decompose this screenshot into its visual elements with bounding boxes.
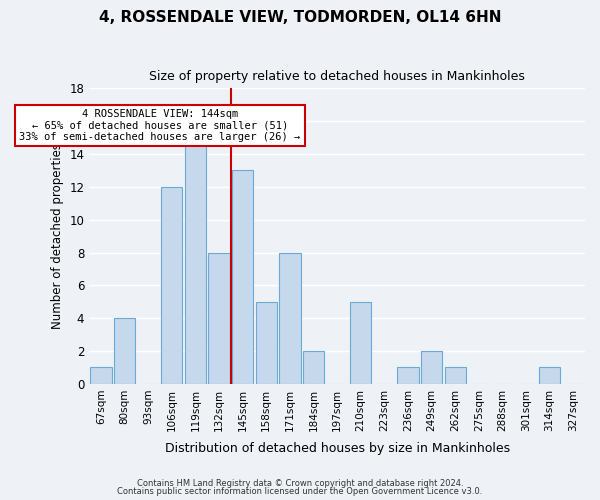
Text: Contains HM Land Registry data © Crown copyright and database right 2024.: Contains HM Land Registry data © Crown c… [137,478,463,488]
Bar [114,318,135,384]
Bar [256,302,277,384]
Bar [303,351,324,384]
Bar [350,302,371,384]
Text: 4 ROSSENDALE VIEW: 144sqm
← 65% of detached houses are smaller (51)
33% of semi-: 4 ROSSENDALE VIEW: 144sqm ← 65% of detac… [19,109,301,142]
Bar [279,252,301,384]
Bar [91,368,112,384]
Bar [397,368,419,384]
Bar [161,187,182,384]
Y-axis label: Number of detached properties: Number of detached properties [51,143,64,329]
Bar [208,252,230,384]
Bar [185,138,206,384]
Bar [445,368,466,384]
Bar [232,170,253,384]
Bar [539,368,560,384]
Title: Size of property relative to detached houses in Mankinholes: Size of property relative to detached ho… [149,70,525,83]
Text: 4, ROSSENDALE VIEW, TODMORDEN, OL14 6HN: 4, ROSSENDALE VIEW, TODMORDEN, OL14 6HN [99,10,501,25]
Bar [421,351,442,384]
Text: Contains public sector information licensed under the Open Government Licence v3: Contains public sector information licen… [118,487,482,496]
X-axis label: Distribution of detached houses by size in Mankinholes: Distribution of detached houses by size … [164,442,509,455]
